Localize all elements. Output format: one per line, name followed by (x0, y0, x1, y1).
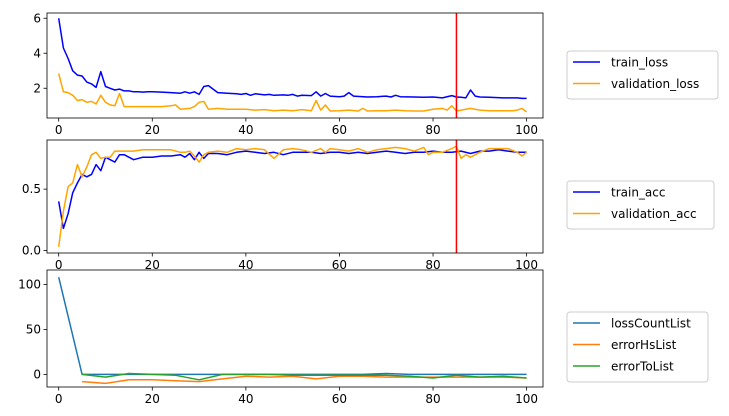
x-tick-label: 40 (238, 258, 253, 272)
legend-label-errorHsList: errorHsList (611, 338, 677, 352)
y-tick-label: 0.5 (22, 182, 41, 196)
x-tick-label: 60 (332, 123, 347, 137)
subplot-2: 0 20 40 60 80 100 0.0 0.5 train_acc validation_ac… (22, 139, 715, 272)
x-tick-label: 60 (332, 258, 347, 272)
legend-label-validation_acc: validation_acc (611, 207, 697, 221)
x-tick-label: 100 (515, 123, 538, 137)
x-tick-label: 80 (425, 392, 440, 406)
legend-label-train_acc: train_acc (611, 186, 665, 200)
x-tick-label: 80 (425, 258, 440, 272)
series-line-lossCountList (57, 277, 527, 376)
legend-label-lossCountList: lossCountList (611, 317, 691, 331)
legend-box (566, 50, 719, 100)
y-tick-label: 0 (33, 367, 41, 381)
x-tick-label: 0 (55, 123, 63, 137)
axes-frame (46, 269, 544, 388)
subplot-1: 0 20 40 60 80 100 2 4 6 train_loss validation_loss (33, 11, 719, 137)
legend-label-errorToList: errorToList (611, 360, 674, 374)
x-tick-label: 80 (425, 123, 440, 137)
y-tick-label: 50 (26, 322, 41, 336)
x-tick-label: 20 (145, 392, 160, 406)
legend-label-validation_loss: validation_loss (611, 77, 699, 91)
x-tick-label: 40 (238, 123, 253, 137)
x-tick-label: 40 (238, 392, 253, 406)
y-tick-label: 2 (33, 81, 41, 95)
y-tick-label: 4 (33, 46, 41, 60)
x-tick-label: 100 (515, 258, 538, 272)
series-line-errorHsList (82, 375, 527, 385)
series-line-validation_acc (57, 145, 528, 247)
x-tick-label: 0 (55, 258, 63, 272)
series-line-train_loss (57, 18, 527, 100)
x-tick-label: 20 (145, 123, 160, 137)
x-tick-label: 100 (515, 392, 538, 406)
legend-label-train_loss: train_loss (611, 56, 668, 70)
x-tick-label: 60 (332, 392, 347, 406)
y-tick-label: 6 (33, 11, 41, 25)
y-tick-label: 100 (18, 277, 41, 291)
series-line-errorToList (82, 372, 527, 381)
y-tick-label: 0.0 (22, 244, 41, 258)
x-tick-label: 20 (145, 258, 160, 272)
axes-frame (46, 12, 544, 119)
legend-box (566, 311, 709, 383)
subplot-3: 0 20 40 60 80 100 0 50 100 lossCountList errorHsLi… (18, 269, 709, 406)
axes-frame (46, 139, 544, 254)
x-tick-label: 0 (55, 392, 63, 406)
legend-box (566, 180, 715, 230)
series-line-validation_loss (57, 73, 528, 113)
